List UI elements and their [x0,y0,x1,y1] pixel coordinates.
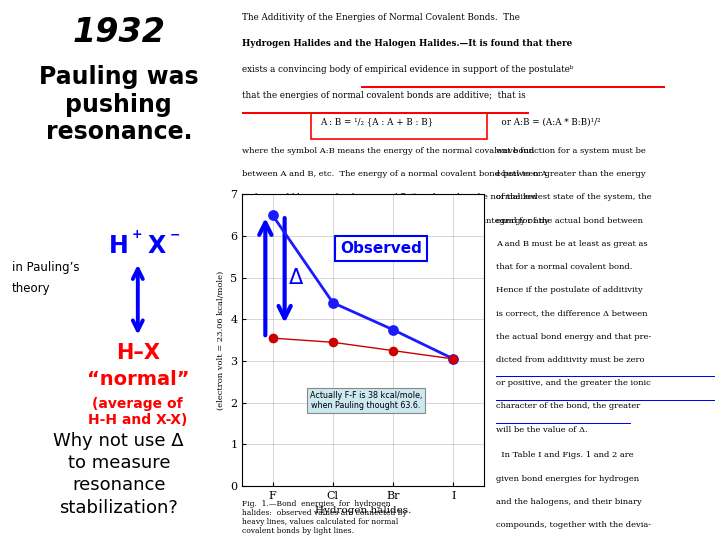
Text: given bond energies for hydrogen: given bond energies for hydrogen [495,475,639,483]
Text: The Additivity of the Energies of Normal Covalent Bonds.  The: The Additivity of the Energies of Normal… [243,14,521,23]
Text: between A and B, etc.  The energy of a normal covalent bond between A: between A and B, etc. The energy of a no… [243,170,547,178]
Y-axis label: (electron volt = 23.06 kcal/mole): (electron volt = 23.06 kcal/mole) [217,271,225,410]
Text: that the energies of normal covalent bonds are additive;  that is: that the energies of normal covalent bon… [243,91,526,100]
X-axis label: Hydrogen halides.: Hydrogen halides. [315,507,411,515]
Text: of the lowest state of the system, the: of the lowest state of the system, the [495,193,652,201]
Point [267,334,279,342]
Text: wave function for a system must be: wave function for a system must be [495,147,645,155]
Text: theory: theory [12,282,50,295]
Text: that for a normal covalent bond.: that for a normal covalent bond. [495,263,632,271]
FancyBboxPatch shape [495,376,715,377]
Point [327,338,338,347]
Text: equal to or greater than the energy: equal to or greater than the energy [495,170,645,178]
Text: A and B must be at least as great as: A and B must be at least as great as [495,240,647,248]
Text: X: X [148,234,166,258]
Text: Hydrogen Halides and the Halogen Halides.—It is found that there: Hydrogen Halides and the Halogen Halides… [243,39,572,49]
Text: or positive, and the greater the ionic: or positive, and the greater the ionic [495,379,650,387]
Point [448,355,459,363]
Text: (average of
H-H and X-X): (average of H-H and X-X) [88,397,187,427]
Text: In Table I and Figs. 1 and 2 are: In Table I and Figs. 1 and 2 are [495,451,634,460]
Text: and the halogens, and their binary: and the halogens, and their binary [495,498,642,506]
FancyBboxPatch shape [495,423,631,424]
Text: Observed: Observed [340,241,422,256]
Point [387,326,399,334]
Text: +: + [131,228,142,241]
Text: will be the value of Δ.: will be the value of Δ. [495,426,588,434]
Text: compounds, together with the devia-: compounds, together with the devia- [495,521,651,529]
Text: energy of the actual bond between: energy of the actual bond between [495,217,643,225]
Text: A : B = ¹/₂ {A : A + B : B}: A : B = ¹/₂ {A : A + B : B} [320,117,433,126]
Text: Δ: Δ [289,268,302,288]
Text: normal covalent wave function.  Inasmuch as the energy integral for any: normal covalent wave function. Inasmuch … [243,217,549,225]
Text: is correct, the difference Δ between: is correct, the difference Δ between [495,309,647,318]
Point [387,346,399,355]
Text: Why not use Δ
to measure
resonance
stabilization?: Why not use Δ to measure resonance stabi… [53,432,184,517]
Text: or A:B = (A:A * B:B)¹/²: or A:B = (A:A * B:B)¹/² [495,117,600,126]
Text: H: H [109,234,129,258]
Text: Pauling was
pushing
resonance.: Pauling was pushing resonance. [39,65,199,144]
Point [267,211,279,220]
Text: exists a convincing body of empirical evidence in support of the postulateᵇ: exists a convincing body of empirical ev… [243,65,574,75]
Text: Fig.  1.—Bond  energies  for  hydrogen
halides:  observed values are connected b: Fig. 1.—Bond energies for hydrogen halid… [243,500,408,535]
Text: character of the bond, the greater: character of the bond, the greater [495,402,640,410]
Text: and B would be given by the integral ∯ψ*Hψdr, with ψ the normalized: and B would be given by the integral ∯ψ*… [243,193,538,201]
Text: 1932: 1932 [72,16,166,49]
Text: Actually F-F is 38 kcal/mole,
when Pauling thought 63.6.: Actually F-F is 38 kcal/mole, when Pauli… [310,391,422,410]
Text: −: − [169,228,180,241]
Point [327,299,338,307]
Point [267,334,279,342]
Text: the actual bond energy and that pre-: the actual bond energy and that pre- [495,333,651,341]
Text: H–X: H–X [116,343,160,363]
Text: where the symbol A:B means the energy of the normal covalent bond: where the symbol A:B means the energy of… [243,147,535,155]
FancyBboxPatch shape [495,400,715,401]
Text: Hence if the postulate of additivity: Hence if the postulate of additivity [495,286,642,294]
Text: dicted from additivity must be zero: dicted from additivity must be zero [495,356,644,364]
FancyBboxPatch shape [243,112,529,114]
Text: in Pauling’s: in Pauling’s [12,261,79,274]
Text: “normal”: “normal” [86,370,189,389]
FancyBboxPatch shape [361,86,665,88]
Point [448,355,459,363]
